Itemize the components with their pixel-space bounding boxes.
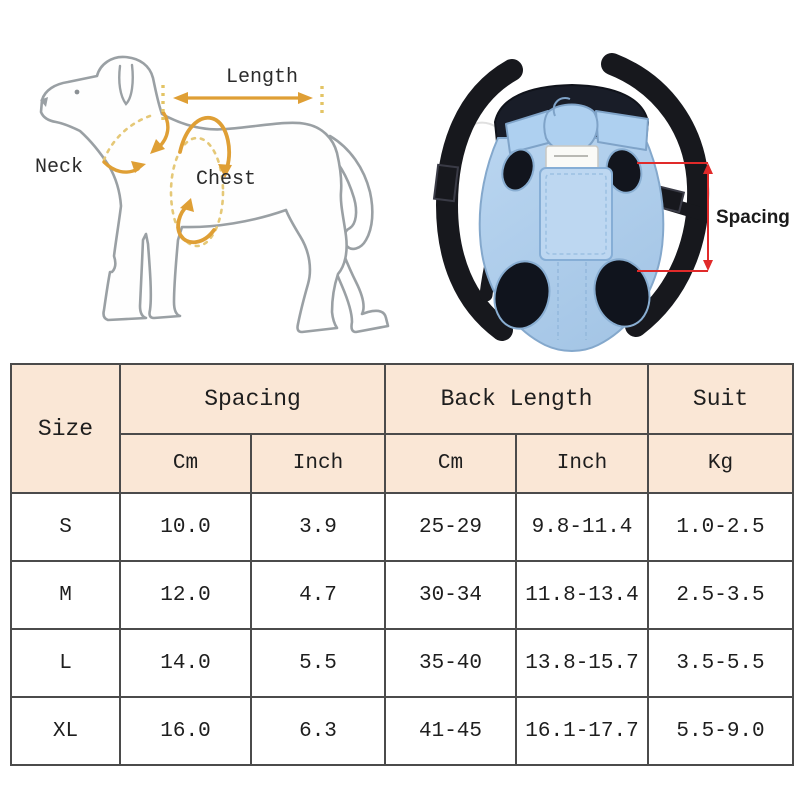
cell-spacing-inch: 6.3 bbox=[250, 696, 386, 766]
lower-leg-hole-left bbox=[493, 260, 551, 330]
cell-back-length-cm: 35-40 bbox=[384, 628, 517, 698]
cell-spacing-inch: 3.9 bbox=[250, 492, 386, 562]
length-label: Length bbox=[226, 66, 298, 89]
left-strap-buckle bbox=[432, 163, 460, 203]
cell-spacing-cm: 16.0 bbox=[119, 696, 252, 766]
dog-diagram-svg: Length Neck Chest bbox=[35, 55, 390, 334]
header-spacing: Spacing bbox=[119, 363, 386, 435]
cell-back-length-cm: 41-45 bbox=[384, 696, 517, 766]
front-pocket bbox=[539, 167, 613, 261]
dog-outline bbox=[39, 55, 348, 334]
cell-back-length-inch: 9.8-11.4 bbox=[514, 492, 650, 562]
collar-knot-fold bbox=[552, 97, 571, 117]
chest-dashed-ellipse bbox=[169, 136, 225, 248]
left-shoulder-strap bbox=[435, 59, 523, 341]
table-row-s: S 10.0 3.9 25-29 9.8-11.4 1.0-2.5 bbox=[10, 492, 795, 562]
cell-size: XL bbox=[10, 696, 121, 766]
cell-suit-kg: 2.5-3.5 bbox=[647, 560, 795, 630]
cell-back-length-cm: 30-34 bbox=[384, 560, 517, 630]
header-row-units: Cm Inch Cm Inch Kg bbox=[11, 433, 795, 494]
dog-measurement-diagram: Length Neck Chest bbox=[0, 0, 400, 358]
table-row-xl: XL 16.0 6.3 41-45 16.1-17.7 5.5-9.0 bbox=[10, 696, 795, 766]
cell-spacing-inch: 4.7 bbox=[250, 560, 386, 630]
dog-eye bbox=[74, 89, 80, 95]
header-spacing-cm: Cm bbox=[119, 433, 252, 494]
header-suit-kg: Kg bbox=[647, 433, 795, 494]
cell-spacing-inch: 5.5 bbox=[250, 628, 386, 698]
table-row-m: M 12.0 4.7 30-34 11.8-13.4 2.5-3.5 bbox=[10, 560, 795, 630]
carrier-svg: Spacing bbox=[432, 53, 790, 352]
cell-back-length-cm: 25-29 bbox=[384, 492, 517, 562]
header-back-length-cm: Cm bbox=[384, 433, 517, 494]
cell-size: M bbox=[10, 560, 121, 630]
spacing-arrow-up bbox=[703, 163, 713, 174]
header-spacing-inch: Inch bbox=[250, 433, 386, 494]
bottom-center-stitch bbox=[557, 262, 587, 340]
neck-arrow-upper-head bbox=[150, 139, 165, 154]
collar-knot bbox=[543, 103, 599, 153]
cell-spacing-cm: 14.0 bbox=[119, 628, 252, 698]
chest-arrow-upper bbox=[178, 115, 231, 170]
upper-leg-opening-left bbox=[501, 148, 535, 192]
chest-label: Chest bbox=[196, 168, 256, 191]
chest-arrow-upper-head bbox=[218, 164, 232, 178]
neck-label: Neck bbox=[35, 156, 83, 179]
header-size: Size bbox=[10, 363, 121, 494]
dog-nose bbox=[40, 97, 48, 107]
carrier-product-photo: Spacing bbox=[400, 0, 800, 360]
table-row-l: L 14.0 5.5 35-40 13.8-15.7 3.5-5.5 bbox=[10, 628, 795, 698]
header-back-length: Back Length bbox=[383, 363, 650, 435]
right-shoulder-strap bbox=[601, 53, 710, 337]
cell-spacing-cm: 10.0 bbox=[119, 492, 252, 562]
dog-ear bbox=[118, 63, 134, 106]
cell-spacing-cm: 12.0 bbox=[119, 560, 252, 630]
header-suit: Suit bbox=[647, 363, 795, 435]
header-back-length-inch: Inch bbox=[514, 433, 650, 494]
spacing-arrow-down bbox=[703, 260, 713, 271]
chest-arrow-lower-head bbox=[180, 198, 194, 212]
length-arrow-head-left bbox=[173, 92, 188, 104]
cell-suit-kg: 1.0-2.5 bbox=[647, 492, 795, 562]
cell-back-length-inch: 13.8-15.7 bbox=[514, 628, 650, 698]
size-chart: Size Spacing Back Length Suit Cm Inch Cm… bbox=[10, 363, 795, 766]
cell-size: L bbox=[10, 628, 121, 698]
size-chart-table: Size Spacing Back Length Suit Cm Inch Cm… bbox=[10, 363, 795, 766]
length-arrow-head-right bbox=[298, 92, 313, 104]
cell-size: S bbox=[10, 492, 121, 562]
neck-arrow-lower-head bbox=[131, 161, 146, 173]
cell-back-length-inch: 16.1-17.7 bbox=[514, 696, 650, 766]
spacing-annotation-label: Spacing bbox=[716, 207, 790, 228]
lower-leg-hole-right bbox=[593, 258, 651, 328]
cell-back-length-inch: 11.8-13.4 bbox=[514, 560, 650, 630]
chest-arrow-lower bbox=[176, 203, 216, 245]
front-pocket-stitch bbox=[545, 173, 607, 255]
header-row-groups: Size Spacing Back Length Suit bbox=[10, 363, 795, 494]
cell-suit-kg: 5.5-9.0 bbox=[647, 696, 795, 766]
cell-suit-kg: 3.5-5.5 bbox=[647, 628, 795, 698]
